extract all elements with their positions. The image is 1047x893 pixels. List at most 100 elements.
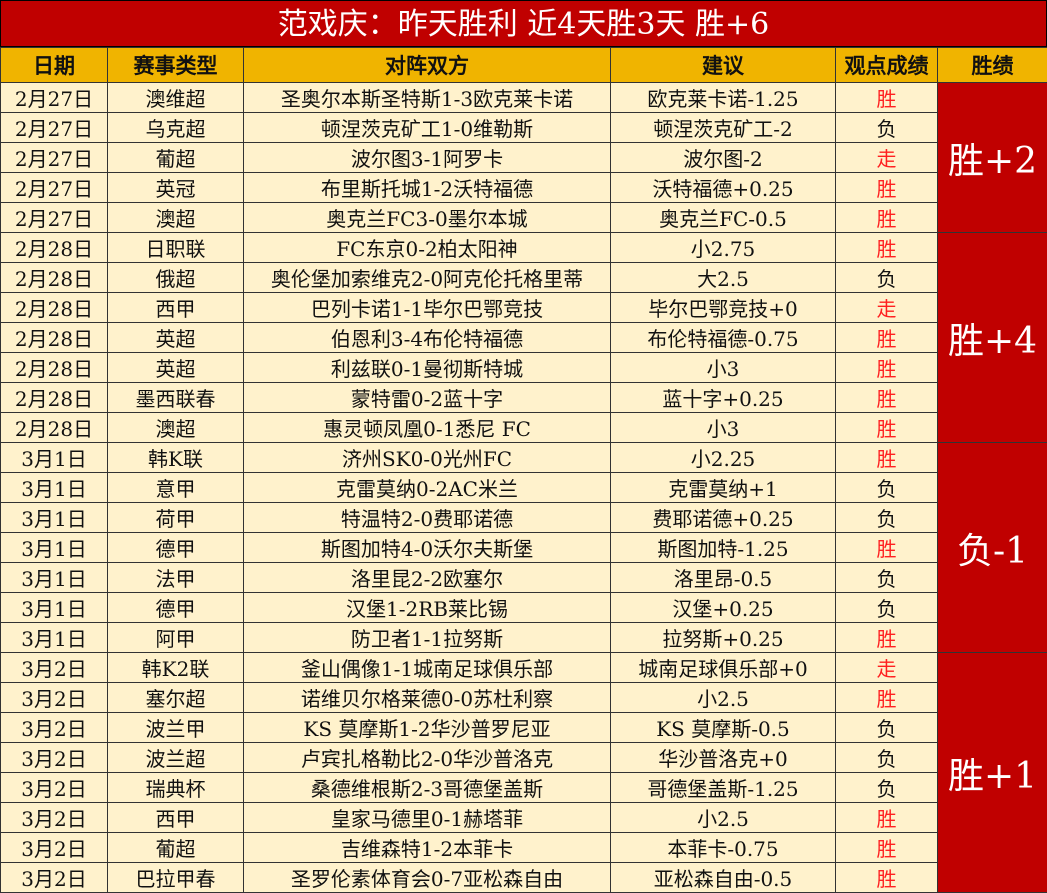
cell-advice: 费耶诺德+0.25 <box>611 503 836 533</box>
cell-match: 克雷莫纳0-2AC米兰 <box>244 473 611 503</box>
cell-result: 胜 <box>836 173 938 203</box>
cell-date: 3月1日 <box>1 623 108 653</box>
cell-match: 斯图加特4-0沃尔夫斯堡 <box>244 533 611 563</box>
cell-type: 荷甲 <box>108 503 244 533</box>
cell-date: 2月28日 <box>1 413 108 443</box>
cell-date: 3月2日 <box>1 683 108 713</box>
cell-result: 胜 <box>836 443 938 473</box>
cell-match: 波尔图3-1阿罗卡 <box>244 143 611 173</box>
cell-date: 3月2日 <box>1 773 108 803</box>
cell-advice: 洛里昂-0.5 <box>611 563 836 593</box>
cell-match: 防卫者1-1拉努斯 <box>244 623 611 653</box>
cell-date: 3月1日 <box>1 473 108 503</box>
cell-result: 胜 <box>836 83 938 113</box>
cell-result: 胜 <box>836 353 938 383</box>
cell-advice: 斯图加特-1.25 <box>611 533 836 563</box>
cell-match: 伯恩利3-4布伦特福德 <box>244 323 611 353</box>
cell-date: 2月27日 <box>1 203 108 233</box>
cell-match: 利兹联0-1曼彻斯特城 <box>244 353 611 383</box>
cell-result: 胜 <box>836 203 938 233</box>
cell-date: 3月1日 <box>1 533 108 563</box>
cell-advice: 奥克兰FC-0.5 <box>611 203 836 233</box>
cell-match: 巴列卡诺1-1毕尔巴鄂竞技 <box>244 293 611 323</box>
cell-date: 3月1日 <box>1 443 108 473</box>
cell-type: 葡超 <box>108 833 244 863</box>
header-summary: 胜绩 <box>938 48 1047 83</box>
header-row: 日期 赛事类型 对阵双方 建议 观点成绩 胜绩 <box>1 48 1047 83</box>
cell-match: 洛里昆2-2欧塞尔 <box>244 563 611 593</box>
cell-result: 负 <box>836 743 938 773</box>
cell-advice: 城南足球俱乐部+0 <box>611 653 836 683</box>
cell-type: 波兰甲 <box>108 713 244 743</box>
cell-type: 韩K联 <box>108 443 244 473</box>
cell-date: 3月1日 <box>1 503 108 533</box>
cell-type: 澳超 <box>108 413 244 443</box>
cell-match: 釜山偶像1-1城南足球俱乐部 <box>244 653 611 683</box>
cell-type: 塞尔超 <box>108 683 244 713</box>
results-table: 日期 赛事类型 对阵双方 建议 观点成绩 胜绩 2月27日澳维超圣奥尔本斯圣特斯… <box>0 47 1047 893</box>
cell-type: 日职联 <box>108 233 244 263</box>
cell-type: 巴拉甲春 <box>108 863 244 893</box>
cell-type: 瑞典杯 <box>108 773 244 803</box>
cell-advice: 毕尔巴鄂竞技+0 <box>611 293 836 323</box>
cell-match: 蒙特雷0-2蓝十字 <box>244 383 611 413</box>
cell-date: 3月2日 <box>1 743 108 773</box>
cell-date: 3月2日 <box>1 833 108 863</box>
cell-advice: 汉堡+0.25 <box>611 593 836 623</box>
cell-advice: 华沙普洛克+0 <box>611 743 836 773</box>
cell-result: 胜 <box>836 803 938 833</box>
cell-match: 布里斯托城1-2沃特福德 <box>244 173 611 203</box>
cell-advice: 拉努斯+0.25 <box>611 623 836 653</box>
cell-result: 负 <box>836 713 938 743</box>
cell-advice: 布伦特福德-0.75 <box>611 323 836 353</box>
cell-advice: 哥德堡盖斯-1.25 <box>611 773 836 803</box>
cell-date: 3月2日 <box>1 653 108 683</box>
cell-result: 负 <box>836 593 938 623</box>
cell-advice: 小3 <box>611 413 836 443</box>
header-advice: 建议 <box>611 48 836 83</box>
cell-advice: 沃特福德+0.25 <box>611 173 836 203</box>
cell-match: 皇家马德里0-1赫塔菲 <box>244 803 611 833</box>
cell-advice: 欧克莱卡诺-1.25 <box>611 83 836 113</box>
cell-advice: 顿涅茨克矿工-2 <box>611 113 836 143</box>
cell-result: 负 <box>836 113 938 143</box>
cell-result: 胜 <box>836 863 938 893</box>
cell-date: 2月28日 <box>1 383 108 413</box>
cell-type: 英超 <box>108 353 244 383</box>
cell-date: 2月27日 <box>1 83 108 113</box>
cell-advice: 小3 <box>611 353 836 383</box>
cell-advice: 克雷莫纳+1 <box>611 473 836 503</box>
cell-type: 德甲 <box>108 593 244 623</box>
header-result: 观点成绩 <box>836 48 938 83</box>
cell-type: 德甲 <box>108 533 244 563</box>
cell-date: 2月28日 <box>1 323 108 353</box>
cell-date: 2月28日 <box>1 233 108 263</box>
cell-date: 2月28日 <box>1 293 108 323</box>
cell-date: 3月1日 <box>1 563 108 593</box>
cell-date: 3月2日 <box>1 713 108 743</box>
header-date: 日期 <box>1 48 108 83</box>
summary-cell: 胜+2 <box>938 83 1047 233</box>
cell-date: 2月28日 <box>1 263 108 293</box>
cell-advice: 小2.5 <box>611 803 836 833</box>
cell-result: 胜 <box>836 683 938 713</box>
cell-result: 走 <box>836 653 938 683</box>
cell-match: 顿涅茨克矿工1-0维勒斯 <box>244 113 611 143</box>
cell-advice: 大2.5 <box>611 263 836 293</box>
